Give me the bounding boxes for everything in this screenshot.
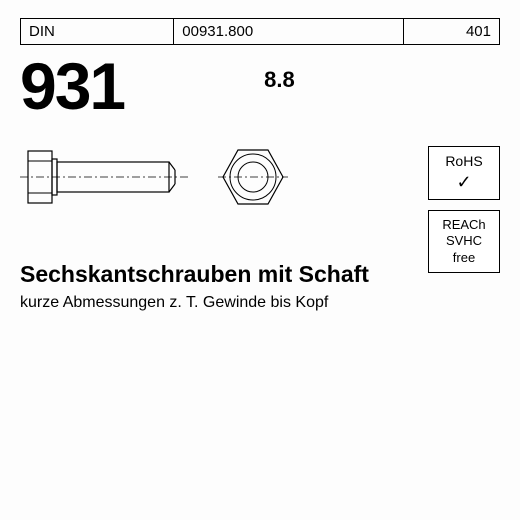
rohs-badge: RoHS ✓ [428, 146, 500, 200]
rohs-label: RoHS [445, 153, 482, 169]
check-icon: ✓ [431, 171, 497, 194]
strength-grade: 8.8 [264, 67, 295, 93]
header-standard-label: DIN [21, 19, 174, 45]
header-code: 401 [404, 19, 500, 45]
standard-row: 931 8.8 [20, 53, 500, 119]
product-subtitle: kurze Abmessungen z. T. Gewinde bis Kopf [20, 294, 500, 312]
bolt-side-view [20, 137, 190, 217]
reach-line1: REACh [442, 217, 485, 232]
spec-sheet: DIN 00931.800 401 931 8.8 [0, 0, 520, 520]
standard-number: 931 [20, 53, 124, 119]
header-table: DIN 00931.800 401 [20, 18, 500, 45]
reach-badge: REACh SVHC free [428, 210, 500, 273]
bolt-front-view [218, 142, 288, 212]
reach-line3: free [453, 250, 475, 265]
reach-line2: SVHC [446, 233, 482, 248]
header-part-number: 00931.800 [174, 19, 404, 45]
